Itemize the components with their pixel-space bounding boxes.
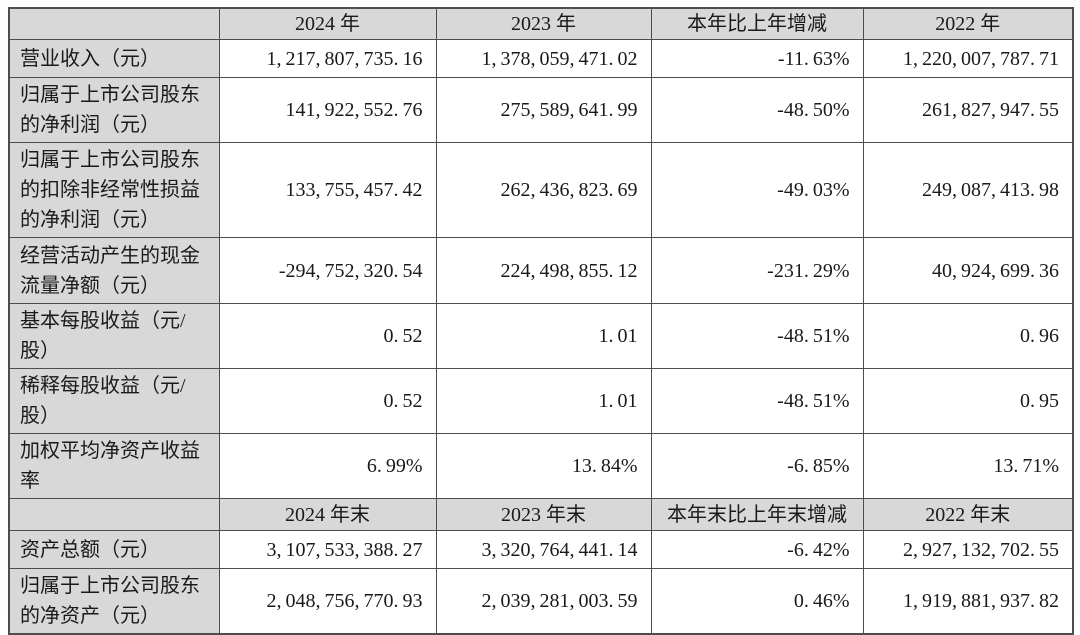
value-change: -6. 42%: [650, 530, 864, 569]
value-2022: 0. 95: [862, 368, 1074, 434]
value-change: -48. 50%: [650, 77, 864, 143]
value-2024: 133, 755, 457. 42: [218, 142, 437, 238]
end-of-period-header-row: 2024 年末 2023 年末 本年末比上年末增减 2022 年末: [8, 498, 1074, 531]
value-2022: 261, 827, 947. 55: [862, 77, 1074, 143]
annual-header-2022: 2022 年: [862, 7, 1074, 40]
row-label: 归属于上市公司股东的扣除非经常性损益的净利润（元）: [8, 142, 220, 238]
eop-header-blank-cell: [8, 498, 220, 531]
table-row-basic-eps: 基本每股收益（元/股） 0. 52 1. 01 -48. 51% 0. 96: [8, 303, 1074, 369]
value-2022: 13. 71%: [862, 433, 1074, 499]
value-2023: 3, 320, 764, 441. 14: [435, 530, 652, 569]
value-2023: 1. 01: [435, 303, 652, 369]
annual-header-change: 本年比上年增减: [650, 7, 864, 40]
eop-header-2022: 2022 年末: [862, 498, 1074, 531]
financial-summary-table: 2024 年 2023 年 本年比上年增减 2022 年 营业收入（元） 1, …: [8, 7, 1074, 635]
table-row-weighted-avg-roe: 加权平均净资产收益率 6. 99% 13. 84% -6. 85% 13. 71…: [8, 433, 1074, 499]
value-2024: 0. 52: [218, 303, 437, 369]
value-2022: 1, 919, 881, 937. 82: [862, 568, 1074, 635]
annual-header-2024: 2024 年: [218, 7, 437, 40]
row-label: 稀释每股收益（元/股）: [8, 368, 220, 434]
value-2022: 2, 927, 132, 702. 55: [862, 530, 1074, 569]
row-label: 加权平均净资产收益率: [8, 433, 220, 499]
eop-header-2024: 2024 年末: [218, 498, 437, 531]
table-row-operating-cash-flow: 经营活动产生的现金流量净额（元） -294, 752, 320. 54 224,…: [8, 237, 1074, 304]
eop-header-2023: 2023 年末: [435, 498, 652, 531]
eop-header-change: 本年末比上年末增减: [650, 498, 864, 531]
row-label: 归属于上市公司股东的净利润（元）: [8, 77, 220, 143]
value-change: -48. 51%: [650, 303, 864, 369]
value-2023: 262, 436, 823. 69: [435, 142, 652, 238]
value-2024: 2, 048, 756, 770. 93: [218, 568, 437, 635]
value-2022: 249, 087, 413. 98: [862, 142, 1074, 238]
value-change: -231. 29%: [650, 237, 864, 304]
value-2022: 0. 96: [862, 303, 1074, 369]
table-row-operating-revenue: 营业收入（元） 1, 217, 807, 735. 16 1, 378, 059…: [8, 39, 1074, 78]
row-label: 资产总额（元）: [8, 530, 220, 569]
row-label: 经营活动产生的现金流量净额（元）: [8, 237, 220, 304]
table-row-diluted-eps: 稀释每股收益（元/股） 0. 52 1. 01 -48. 51% 0. 95: [8, 368, 1074, 434]
table-row-net-profit-excl-nonrecurring: 归属于上市公司股东的扣除非经常性损益的净利润（元） 133, 755, 457.…: [8, 142, 1074, 238]
value-change: 0. 46%: [650, 568, 864, 635]
annual-header-2023: 2023 年: [435, 7, 652, 40]
value-2022: 1, 220, 007, 787. 71: [862, 39, 1074, 78]
value-change: -49. 03%: [650, 142, 864, 238]
value-2023: 1, 378, 059, 471. 02: [435, 39, 652, 78]
annual-header-blank-cell: [8, 7, 220, 40]
value-2024: 1, 217, 807, 735. 16: [218, 39, 437, 78]
row-label: 归属于上市公司股东的净资产（元）: [8, 568, 220, 635]
value-2022: 40, 924, 699. 36: [862, 237, 1074, 304]
value-change: -11. 63%: [650, 39, 864, 78]
row-label: 营业收入（元）: [8, 39, 220, 78]
row-label: 基本每股收益（元/股）: [8, 303, 220, 369]
value-2024: -294, 752, 320. 54: [218, 237, 437, 304]
value-2023: 13. 84%: [435, 433, 652, 499]
table-row-net-profit: 归属于上市公司股东的净利润（元） 141, 922, 552. 76 275, …: [8, 77, 1074, 143]
value-2023: 2, 039, 281, 003. 59: [435, 568, 652, 635]
value-2023: 275, 589, 641. 99: [435, 77, 652, 143]
value-2024: 0. 52: [218, 368, 437, 434]
value-2024: 3, 107, 533, 388. 27: [218, 530, 437, 569]
value-2023: 224, 498, 855. 12: [435, 237, 652, 304]
value-2024: 6. 99%: [218, 433, 437, 499]
value-change: -6. 85%: [650, 433, 864, 499]
table-row-total-assets: 资产总额（元） 3, 107, 533, 388. 27 3, 320, 764…: [8, 530, 1074, 569]
report-page: 2024 年 2023 年 本年比上年增减 2022 年 营业收入（元） 1, …: [8, 7, 1074, 635]
value-change: -48. 51%: [650, 368, 864, 434]
value-2024: 141, 922, 552. 76: [218, 77, 437, 143]
value-2023: 1. 01: [435, 368, 652, 434]
annual-header-row: 2024 年 2023 年 本年比上年增减 2022 年: [8, 7, 1074, 40]
table-row-net-assets: 归属于上市公司股东的净资产（元） 2, 048, 756, 770. 93 2,…: [8, 568, 1074, 635]
